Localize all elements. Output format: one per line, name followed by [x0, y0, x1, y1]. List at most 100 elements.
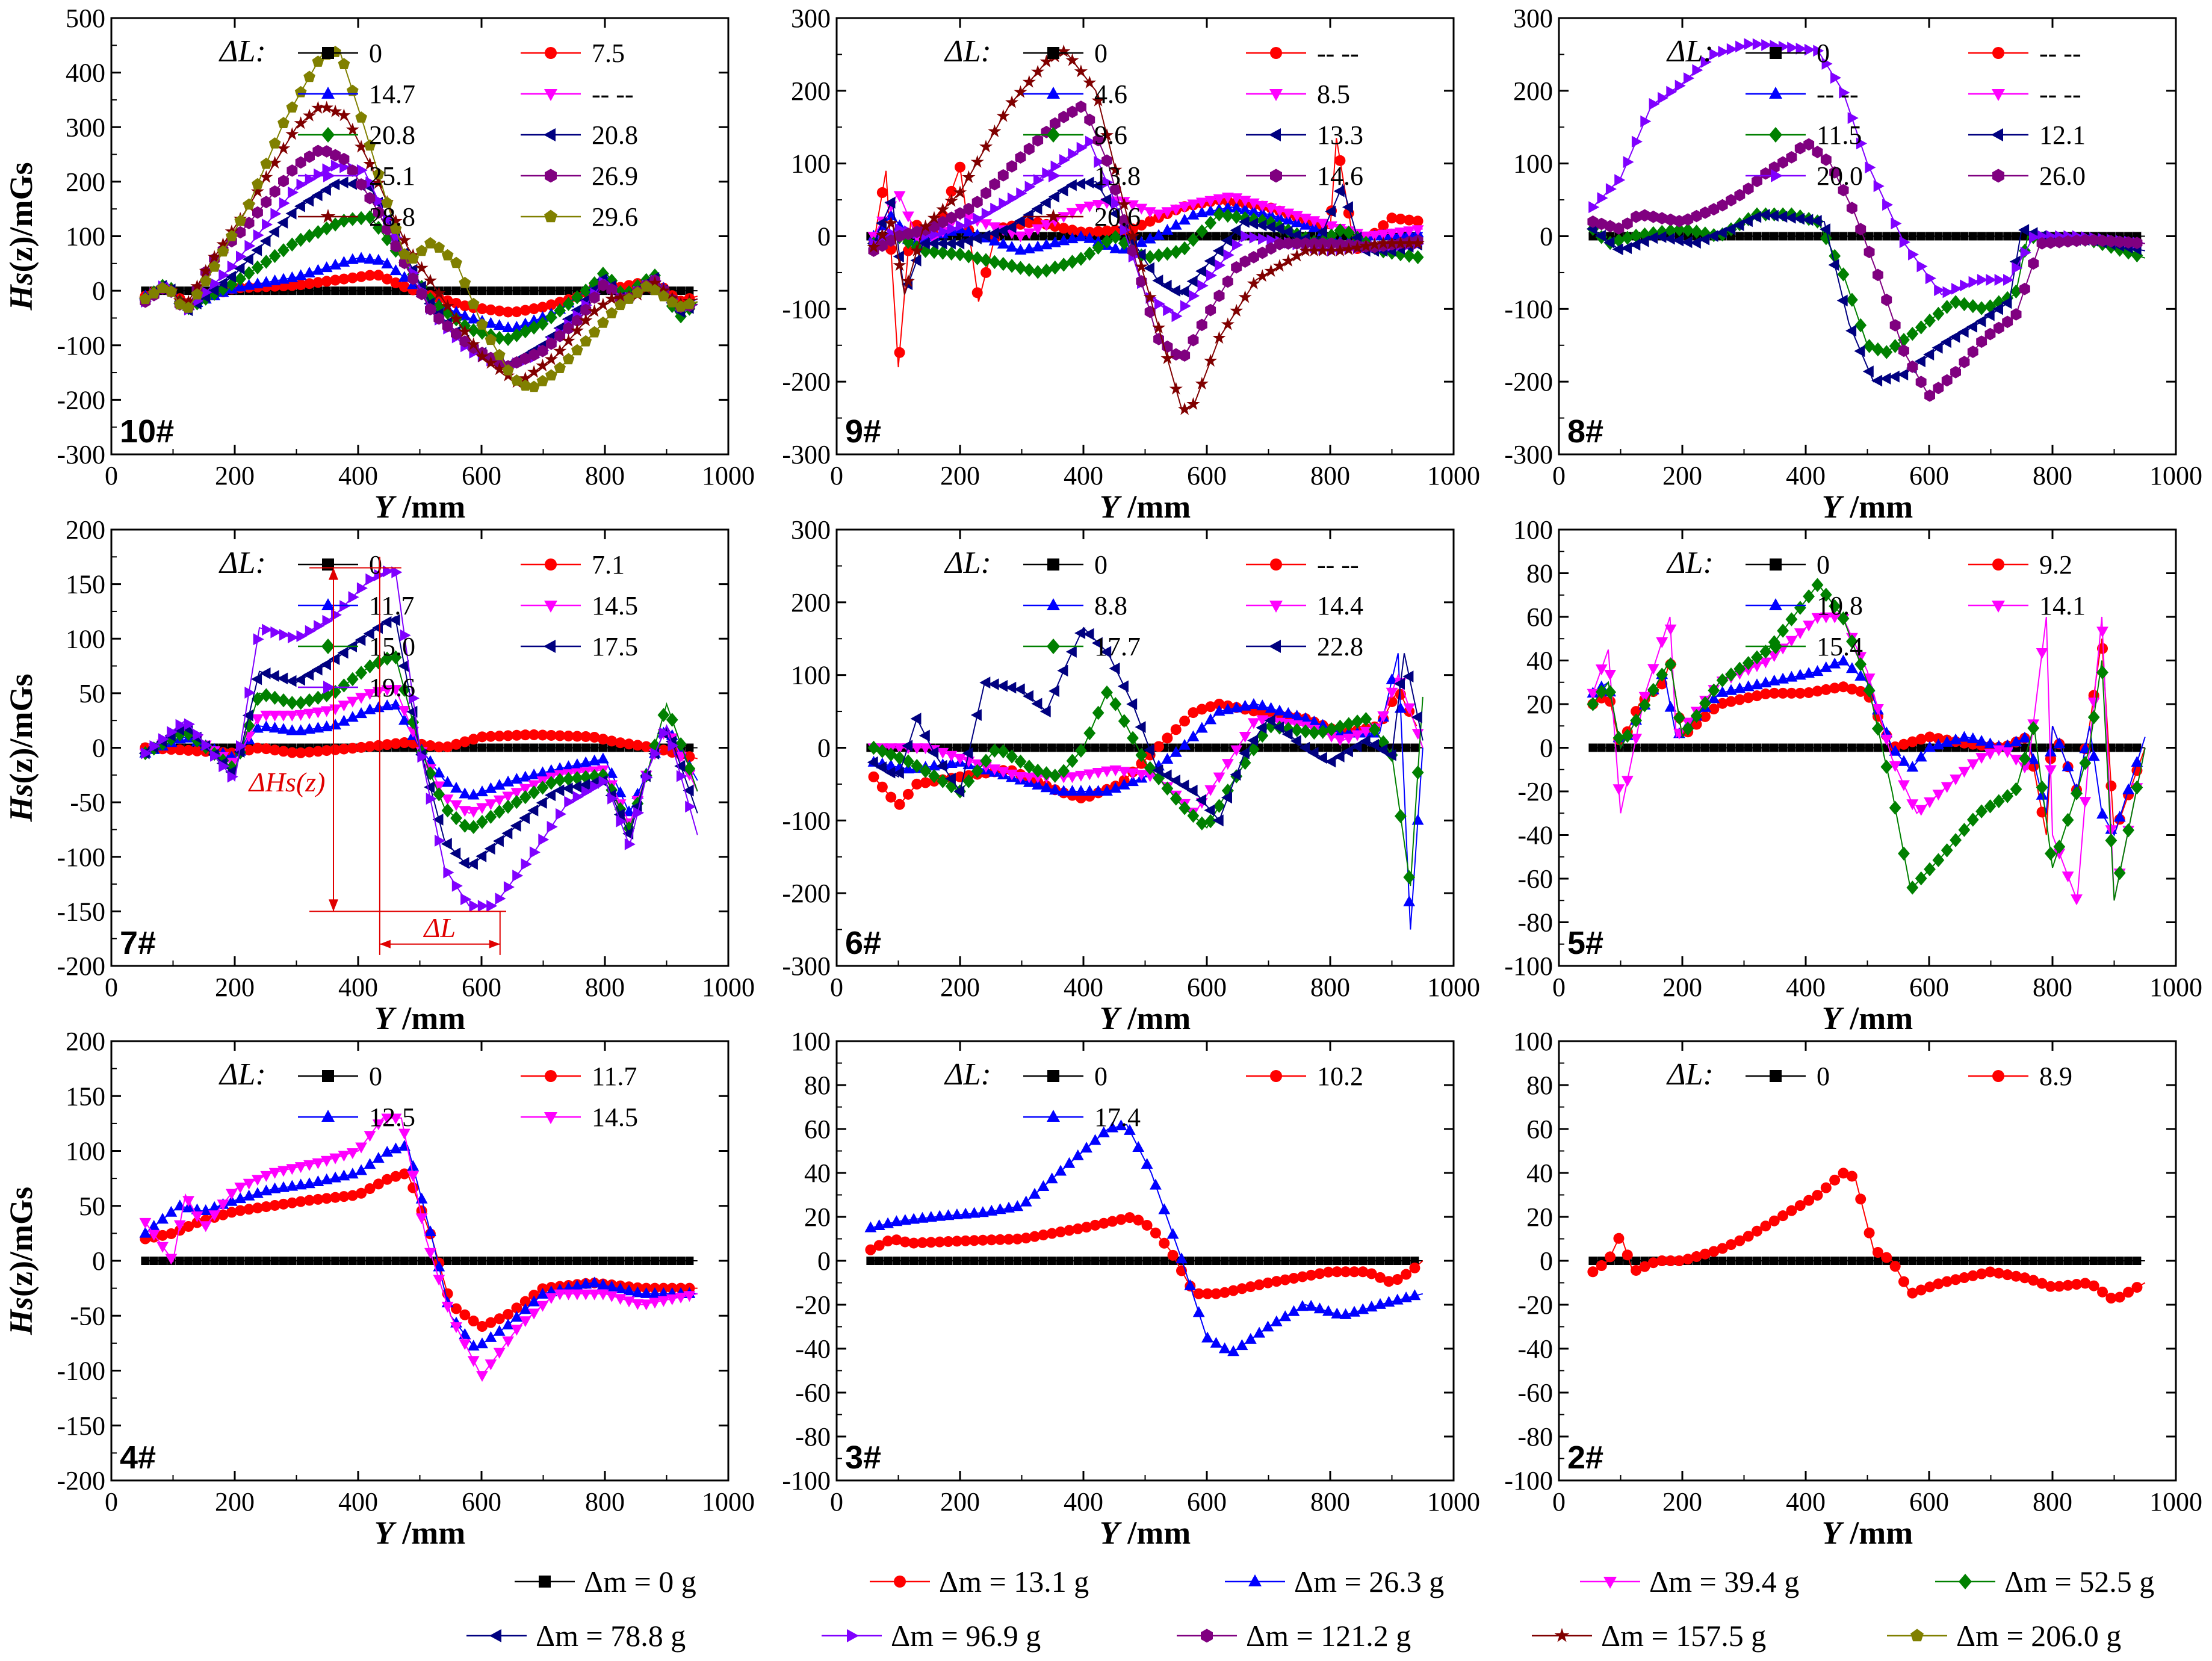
data-point — [2080, 234, 2091, 247]
data-point — [1144, 215, 1156, 227]
data-point — [279, 197, 290, 209]
data-point — [1743, 1231, 1754, 1242]
data-point — [1256, 699, 1269, 711]
legend-marker — [1959, 1574, 1972, 1589]
data-point — [495, 743, 504, 752]
data-point — [579, 779, 590, 791]
data-point — [981, 187, 991, 200]
data-point — [382, 273, 393, 285]
data-point — [372, 701, 385, 713]
data-point — [1977, 232, 1986, 241]
data-point — [259, 235, 271, 247]
data-point — [182, 1196, 194, 1207]
data-point — [1290, 723, 1303, 737]
legend-marker — [323, 169, 335, 182]
data-point — [2087, 710, 2100, 725]
y-tick-label: 200 — [66, 1027, 105, 1056]
data-point — [986, 1234, 997, 1246]
data-point — [1992, 794, 2005, 808]
data-point — [312, 1175, 324, 1186]
data-point — [2036, 237, 2048, 250]
data-point — [441, 794, 454, 806]
x-tick-label: 400 — [1786, 461, 1826, 490]
data-point — [951, 1208, 963, 1219]
data-point — [598, 743, 607, 752]
data-point — [467, 1356, 480, 1367]
data-point — [1083, 75, 1097, 88]
data-point — [1264, 221, 1275, 234]
y-tick-label: 0 — [817, 222, 831, 252]
data-point — [1839, 232, 1848, 241]
data-point — [476, 326, 488, 340]
data-point — [1863, 673, 1876, 685]
data-point — [1066, 232, 1079, 244]
data-point — [902, 235, 914, 249]
data-point — [1614, 174, 1626, 186]
data-point — [598, 279, 609, 292]
data-point — [373, 1178, 384, 1190]
data-point — [2036, 780, 2048, 795]
data-point — [1110, 183, 1121, 196]
data-point — [424, 781, 435, 793]
data-point — [996, 109, 1010, 122]
data-point — [165, 285, 178, 297]
data-point — [477, 731, 488, 743]
y-tick-label: 300 — [1513, 4, 1553, 33]
data-point — [285, 127, 299, 140]
data-point — [1967, 1270, 1978, 1281]
data-point — [1378, 220, 1389, 231]
y-tick-label: -80 — [1517, 908, 1553, 938]
data-point — [1196, 318, 1207, 332]
panel-tag: 2# — [1567, 1440, 1603, 1476]
data-point — [1872, 342, 1884, 357]
data-point — [1100, 193, 1112, 206]
data-point — [1290, 710, 1303, 721]
x-tick-label: 1000 — [2149, 973, 2202, 1002]
data-point — [191, 745, 203, 756]
data-point — [356, 1187, 367, 1199]
data-point — [1690, 237, 1701, 249]
data-point — [296, 178, 308, 191]
data-point — [312, 707, 324, 719]
series-line — [1592, 616, 2146, 901]
data-point — [1274, 704, 1286, 716]
data-point — [217, 245, 229, 257]
data-point — [1083, 202, 1096, 212]
data-point — [1290, 249, 1304, 262]
global-legend-item: Δm = 206.0 g — [1887, 1619, 2121, 1653]
data-point — [364, 210, 376, 224]
data-point — [1656, 678, 1668, 690]
data-point — [1368, 722, 1381, 737]
data-point — [1080, 1142, 1092, 1153]
data-point — [346, 711, 359, 722]
data-point — [1951, 1257, 1960, 1265]
data-point — [1212, 331, 1226, 344]
data-point — [260, 1184, 273, 1196]
data-point — [1873, 743, 1882, 752]
y-tick-label: 100 — [1513, 149, 1553, 179]
data-point — [873, 1240, 885, 1251]
data-point — [1940, 336, 1951, 348]
data-point — [380, 616, 392, 628]
data-point — [571, 1279, 583, 1291]
data-point — [1067, 224, 1078, 236]
data-point — [607, 792, 619, 805]
data-point — [588, 754, 601, 766]
y-tick-label: 100 — [791, 661, 831, 690]
data-point — [252, 743, 263, 754]
data-point — [1144, 232, 1156, 244]
data-point — [338, 1191, 350, 1202]
data-point — [910, 244, 924, 257]
data-point — [1986, 232, 1995, 241]
data-point — [236, 1257, 245, 1265]
data-point — [2096, 808, 2108, 819]
data-point — [364, 741, 376, 752]
data-point — [147, 1220, 160, 1231]
legend-marker — [1769, 598, 1782, 610]
data-point — [210, 749, 221, 762]
data-point — [277, 273, 290, 284]
data-point — [1210, 1337, 1222, 1348]
data-point — [1046, 1228, 1058, 1239]
data-point — [1204, 814, 1217, 829]
data-point — [1846, 662, 1858, 673]
